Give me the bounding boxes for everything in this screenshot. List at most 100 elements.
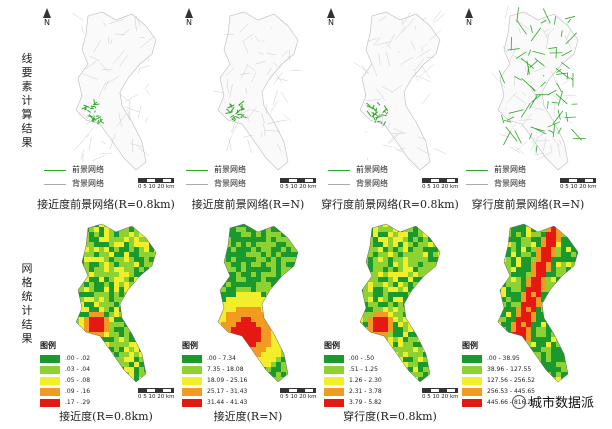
grid-cell <box>114 224 119 227</box>
grid-cell <box>281 262 286 267</box>
grid-cell <box>581 227 586 232</box>
background-road <box>116 114 126 127</box>
grid-cell <box>403 382 408 387</box>
grid-cell <box>423 362 428 367</box>
background-road <box>119 55 129 67</box>
grid-cell <box>246 332 251 337</box>
grid-cell <box>561 227 566 232</box>
grid-cell <box>526 224 531 227</box>
grid-cell <box>154 362 156 367</box>
grid-cell <box>393 377 398 382</box>
grid-cell <box>551 322 556 327</box>
grid-cell <box>99 327 104 332</box>
grid-cell <box>84 267 89 272</box>
foreground-road <box>521 78 536 91</box>
grid-cell <box>516 282 521 287</box>
grid-cell <box>383 237 388 242</box>
grid-cell <box>403 282 408 287</box>
grid-cell <box>360 297 363 302</box>
grid-cell <box>291 257 296 262</box>
grid-cell <box>516 257 521 262</box>
grid-cell <box>89 257 94 262</box>
grid-cell <box>276 272 281 277</box>
grid-cell <box>301 367 306 372</box>
legend-row: .09 - .16 <box>40 386 90 397</box>
grid-cell <box>221 287 226 292</box>
grid-cell <box>119 332 124 337</box>
grid-cell <box>134 352 139 357</box>
grid-cell <box>571 282 576 287</box>
grid-cell <box>581 307 586 312</box>
foreground-road <box>565 111 569 122</box>
grid-cell <box>388 352 393 357</box>
grid-cell <box>144 327 149 332</box>
grid-cell <box>443 352 448 357</box>
background-road <box>518 28 521 34</box>
grid-cell <box>423 252 428 257</box>
grid-cell <box>271 267 276 272</box>
grid-cell <box>571 342 576 347</box>
grid-cell <box>301 352 306 357</box>
background-road <box>551 71 558 86</box>
grid-cell <box>226 262 231 267</box>
grid-cell <box>551 232 556 237</box>
grid-cell <box>413 282 418 287</box>
grid-cell <box>536 382 541 387</box>
legend-range: 256.53 - 445.65 <box>487 388 535 395</box>
grid-cell <box>104 382 109 387</box>
background-road <box>415 58 425 71</box>
grid-cell <box>551 227 556 232</box>
grid-cell <box>276 332 281 337</box>
grid-cell <box>443 307 448 312</box>
grid-cell <box>291 347 296 352</box>
grid-cell <box>94 342 99 347</box>
grid-cell <box>546 337 551 342</box>
grid-cell <box>281 372 286 377</box>
grid-cell <box>423 327 428 332</box>
grid-cell <box>149 272 154 277</box>
grid-cell <box>511 227 516 232</box>
grid-cell <box>84 317 89 322</box>
watermark: 城市数据派 <box>511 392 594 411</box>
grid-cell <box>393 252 398 257</box>
grid-cell <box>291 307 296 312</box>
grid-cell <box>498 232 501 237</box>
grid-cell <box>571 224 576 227</box>
grid-cell <box>438 372 440 377</box>
grid-cell <box>251 282 256 287</box>
grid-cell <box>139 247 144 252</box>
grid-cell <box>134 242 139 247</box>
grid-cell <box>428 332 433 337</box>
grid-cell <box>506 262 511 267</box>
grid-cell <box>104 362 109 367</box>
legend-range: 2.31 - 3.78 <box>349 388 382 395</box>
grid-cell <box>378 282 383 287</box>
grid-cell <box>501 317 506 322</box>
grid-cell <box>221 277 226 282</box>
grid-cell <box>383 252 388 257</box>
grid-cell <box>408 352 413 357</box>
legend-background: 背景网络 <box>186 178 246 189</box>
grid-cell <box>561 232 566 237</box>
background-road <box>101 141 107 145</box>
grid-cell <box>363 332 368 337</box>
grid-cell <box>526 327 531 332</box>
grid-cell <box>581 272 586 277</box>
grid-cell <box>363 267 368 272</box>
grid-cell <box>566 307 571 312</box>
grid-cell <box>398 292 403 297</box>
grid-cell <box>541 224 546 227</box>
grid-cell <box>154 262 156 267</box>
grid-cell <box>360 317 363 322</box>
grid-cell <box>84 257 89 262</box>
background-road <box>433 147 447 155</box>
grid-cell <box>236 307 241 312</box>
grid-cell <box>413 387 418 392</box>
grid-cell <box>388 232 393 237</box>
grid-cell <box>99 232 104 237</box>
grid-cell <box>84 312 89 317</box>
grid-cell <box>546 232 551 237</box>
grid-cell <box>541 352 546 357</box>
grid-cell <box>428 232 433 237</box>
legend-swatch <box>182 365 202 374</box>
